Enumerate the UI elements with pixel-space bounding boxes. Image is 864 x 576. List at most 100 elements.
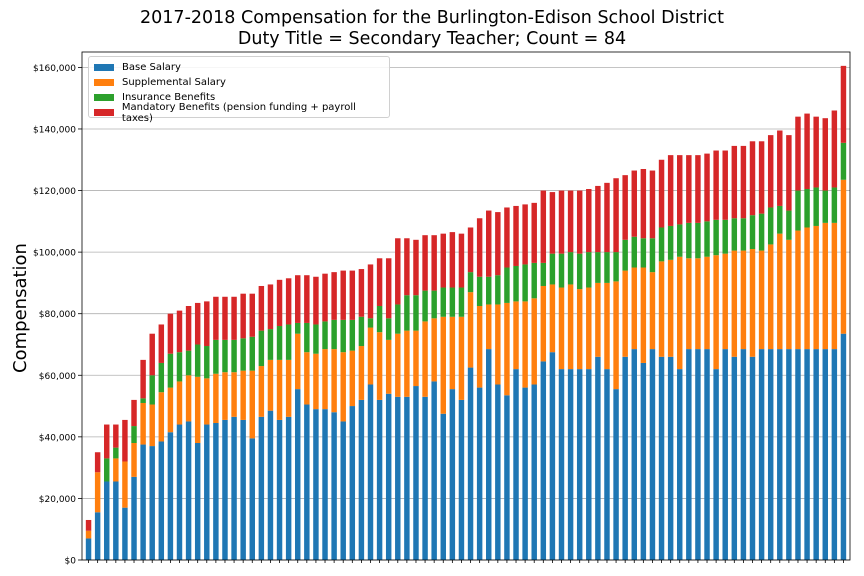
bar-segment [194, 344, 201, 377]
bar-segment [822, 190, 828, 223]
legend-item: Base Salary [94, 60, 389, 75]
legend: Base Salary Supplemental Salary Insurance … [88, 56, 390, 124]
bar-segment [113, 481, 119, 560]
bar-segment [749, 356, 756, 560]
bar-segment [467, 292, 474, 368]
bar-segment [122, 461, 128, 508]
bar-segment [249, 438, 255, 560]
bar-segment [758, 213, 765, 251]
bar-segment [586, 369, 592, 560]
bar-segment [204, 301, 210, 347]
bar-segment [131, 399, 137, 427]
bar-segment [467, 367, 474, 560]
bar-segment [222, 419, 228, 560]
bar-segment [322, 321, 328, 350]
bar-segment [131, 426, 137, 444]
bar-segment [258, 285, 265, 331]
bar-segment [367, 318, 374, 328]
bar-segment [449, 287, 456, 317]
bar-segment [722, 253, 728, 350]
bars [85, 65, 847, 560]
bar-segment [486, 304, 492, 350]
bar-segment [722, 219, 728, 254]
bar-segment [813, 116, 819, 188]
bar-segment [604, 182, 610, 253]
y-tick-label: $80,000 [39, 310, 76, 320]
bar-segment [604, 282, 610, 370]
bar-segment [395, 304, 401, 334]
bar-segment [540, 361, 547, 560]
bar-segment [531, 262, 537, 299]
bar-segment [540, 262, 547, 286]
bar-segment [258, 416, 265, 560]
bar-segment [677, 155, 683, 225]
bar-segment [458, 233, 465, 288]
bar-segment [758, 141, 765, 214]
bar-segment [731, 218, 738, 251]
bar-segment [549, 352, 556, 560]
bar-segment [476, 387, 483, 560]
bar-segment [567, 252, 574, 285]
bar-segment [349, 406, 356, 560]
bar-segment [285, 416, 292, 560]
bar-segment [704, 221, 710, 257]
bar-segment [786, 239, 792, 350]
y-tick-label: $160,000 [33, 64, 76, 74]
bar-segment [767, 244, 774, 350]
bar-segment [677, 256, 683, 370]
bar-segment [613, 178, 619, 253]
bar-segment [322, 409, 328, 560]
bar-segment [413, 295, 419, 331]
bar-segment [649, 349, 656, 560]
bar-segment [758, 349, 765, 560]
bar-segment [185, 421, 192, 560]
bar-segment [149, 375, 155, 405]
y-tick-label: $120,000 [33, 187, 76, 197]
bar-segment [604, 252, 610, 283]
bar-segment [758, 250, 765, 350]
legend-swatch [94, 94, 114, 101]
bar-segment [413, 330, 419, 387]
bar-segment [149, 333, 155, 376]
bar-segment [686, 222, 692, 259]
bar-segment [131, 443, 137, 477]
bar-segment [349, 319, 356, 351]
bar-segment [777, 349, 783, 560]
bar-segment [513, 205, 519, 266]
bar-segment [231, 416, 237, 560]
bar-segment [786, 349, 792, 560]
bar-segment [831, 110, 838, 188]
bar-segment [704, 349, 710, 560]
bar-segment [204, 424, 210, 560]
bar-segment [267, 359, 274, 411]
bar-segment [367, 327, 374, 385]
bar-segment [540, 285, 547, 362]
bar-segment [613, 281, 619, 390]
bar-segment [358, 316, 365, 347]
bar-segment [295, 322, 301, 334]
bar-segment [204, 346, 210, 379]
bar-segment [467, 272, 474, 293]
bar-segment [194, 302, 201, 345]
bar-segment [404, 396, 410, 560]
bar-segment [558, 190, 565, 254]
bar-segment [767, 349, 774, 560]
bar-segment [376, 332, 383, 400]
bar-segment [249, 293, 255, 337]
bar-segment [185, 350, 192, 376]
legend-label: Mandatory Benefits (pension funding + pa… [121, 101, 356, 124]
bar-segment [576, 289, 583, 370]
bar-segment [440, 316, 446, 414]
bar-segment [486, 276, 492, 305]
bar-segment [667, 259, 674, 357]
bar-segment [113, 447, 119, 459]
bar-segment [467, 227, 474, 273]
bar-segment [349, 270, 356, 320]
bar-segment [304, 404, 310, 560]
bar-segment [567, 190, 574, 253]
bar-segment [276, 419, 283, 560]
bar-segment [576, 369, 583, 560]
bar-segment [158, 441, 165, 560]
bar-segment [404, 295, 410, 331]
bar-segment [731, 250, 738, 357]
